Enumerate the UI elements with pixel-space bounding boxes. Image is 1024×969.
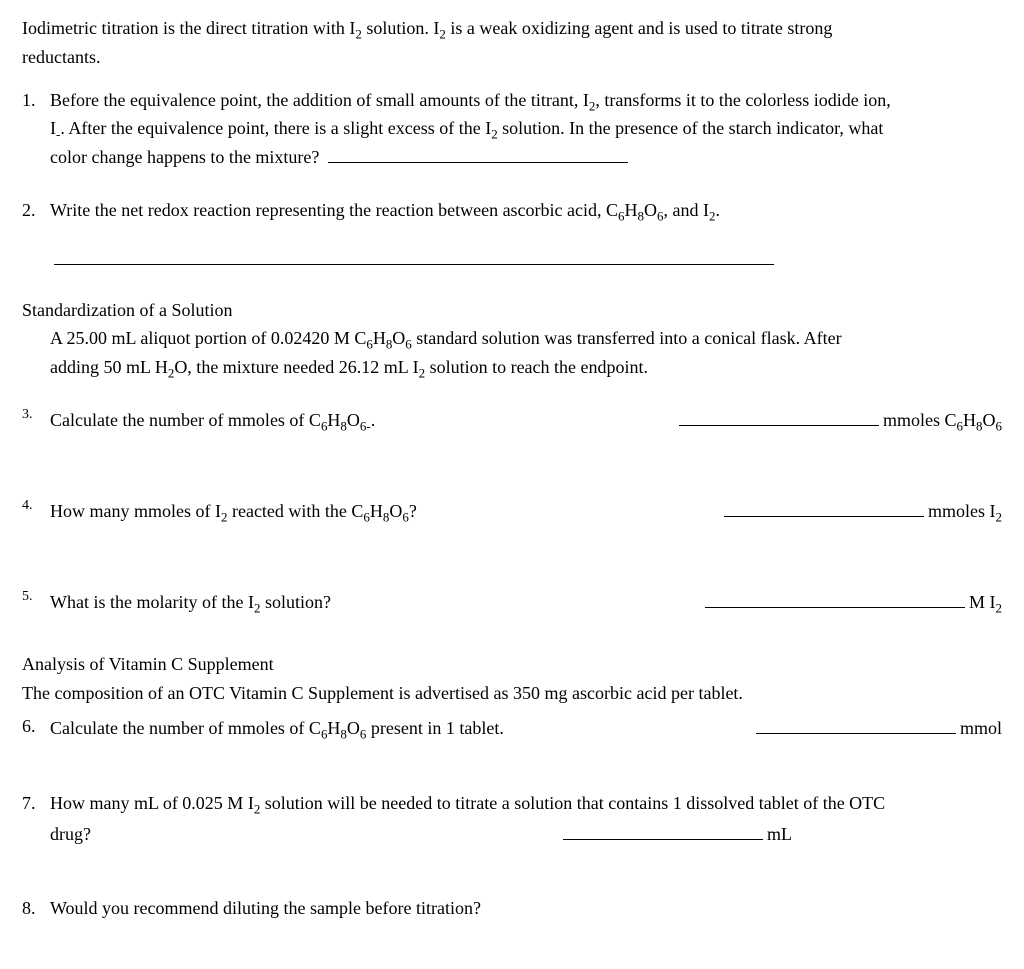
answer-blank[interactable] xyxy=(54,245,774,265)
section-desc: The composition of an OTC Vitamin C Supp… xyxy=(22,679,1002,708)
question-6: 6. Calculate the number of mmoles of C6H… xyxy=(22,712,1002,743)
section-title: Analysis of Vitamin C Supplement xyxy=(22,650,1002,679)
question-2: 2. Write the net redox reaction represen… xyxy=(22,196,1002,225)
intro-text-2: reductants. xyxy=(22,47,100,67)
question-number: 1. xyxy=(22,86,50,115)
question-body: Calculate the number of mmoles of C6H8O6… xyxy=(50,714,1002,743)
question-7: 7. How many mL of 0.025 M I2 solution wi… xyxy=(22,789,1002,849)
question-4: 4. How many mmoles of I2 reacted with th… xyxy=(22,495,1002,526)
question-number: 8. xyxy=(22,894,50,923)
answer-blank[interactable] xyxy=(756,714,956,734)
answer-blank[interactable] xyxy=(563,820,763,840)
answer-blank[interactable] xyxy=(724,497,924,517)
section-analysis: Analysis of Vitamin C Supplement The com… xyxy=(22,650,1002,708)
question-body: How many mL of 0.025 M I2 solution will … xyxy=(50,789,1002,849)
answer-blank[interactable] xyxy=(328,143,628,163)
question-number: 6. xyxy=(22,712,50,741)
intro-text: Iodimetric titration is the direct titra… xyxy=(22,18,832,38)
question-3: 3. Calculate the number of mmoles of C6H… xyxy=(22,404,1002,435)
section-standardization: Standardization of a Solution A 25.00 mL… xyxy=(22,296,1002,382)
question-number: 4. xyxy=(22,495,50,517)
question-8: 8. Would you recommend diluting the samp… xyxy=(22,894,1002,923)
answer-blank[interactable] xyxy=(705,588,965,608)
question-1: 1. Before the equivalence point, the add… xyxy=(22,86,1002,172)
question-body: Would you recommend diluting the sample … xyxy=(50,894,1002,923)
answer-blank[interactable] xyxy=(679,406,879,426)
section-title: Standardization of a Solution xyxy=(22,296,1002,325)
question-number: 3. xyxy=(22,404,50,426)
question-number: 2. xyxy=(22,196,50,225)
question-body: Write the net redox reaction representin… xyxy=(50,196,1002,225)
question-body: How many mmoles of I2 reacted with the C… xyxy=(50,497,1002,526)
question-body: Before the equivalence point, the additi… xyxy=(50,86,1002,172)
question-5: 5. What is the molarity of the I2 soluti… xyxy=(22,586,1002,617)
question-body: What is the molarity of the I2 solution?… xyxy=(50,588,1002,617)
question-body: Calculate the number of mmoles of C6H8O6… xyxy=(50,406,1002,435)
question-number: 5. xyxy=(22,586,50,608)
question-number: 7. xyxy=(22,789,50,818)
intro-paragraph: Iodimetric titration is the direct titra… xyxy=(22,14,1002,72)
